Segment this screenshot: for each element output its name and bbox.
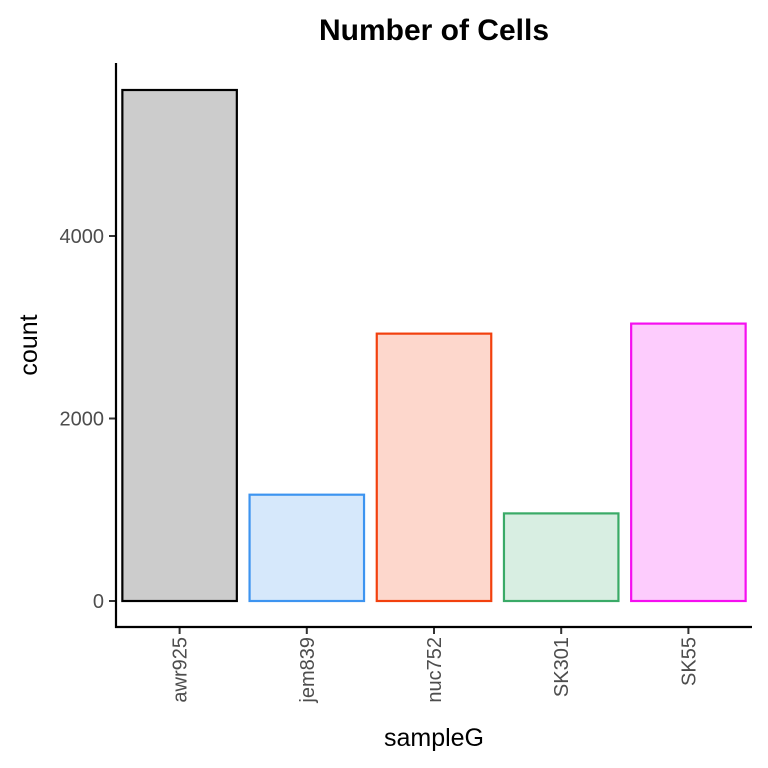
bar-awr925 bbox=[121, 88, 238, 603]
bar-SK301 bbox=[502, 512, 620, 603]
bar-nuc752 bbox=[375, 332, 493, 603]
x-tick-label-awr925: awr925 bbox=[170, 637, 192, 703]
bars-group bbox=[121, 88, 747, 603]
x-tick-label-SK55: SK55 bbox=[678, 637, 700, 686]
y-tick-label-2000: 2000 bbox=[60, 409, 105, 431]
y-tick-label-0: 0 bbox=[93, 591, 104, 613]
x-tick-label-SK301: SK301 bbox=[551, 637, 573, 697]
x-tick-label-nuc752: nuc752 bbox=[424, 637, 446, 703]
y-axis: 0 2000 4000 bbox=[60, 226, 116, 613]
chart-title: Number of Cells bbox=[319, 14, 549, 47]
y-tick-label-4000: 4000 bbox=[60, 226, 105, 248]
x-tick-label-jem839: jem839 bbox=[297, 637, 319, 704]
bar-SK55 bbox=[630, 322, 747, 603]
x-axis: awr925 jem839 nuc752 SK301 SK55 bbox=[170, 627, 700, 704]
bar-jem839 bbox=[248, 493, 366, 603]
x-axis-title: sampleG bbox=[384, 724, 484, 752]
y-axis-title: count bbox=[15, 314, 43, 375]
